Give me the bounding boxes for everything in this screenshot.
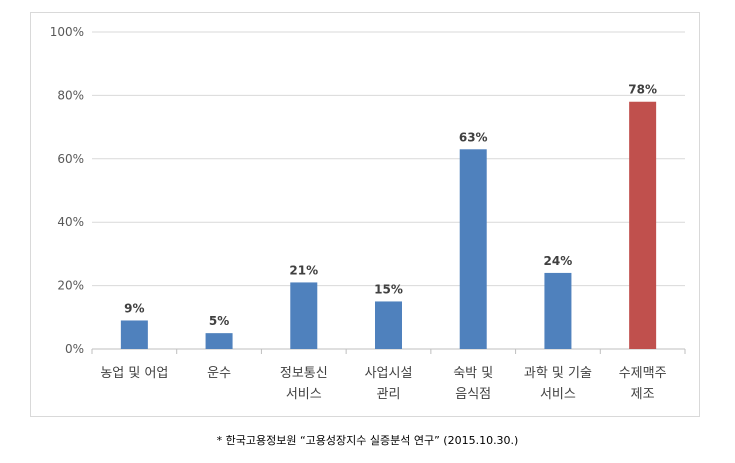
category-label: 농업 및 어업: [100, 366, 168, 381]
bar: [544, 272, 572, 349]
bar: [205, 333, 233, 349]
bar: [629, 101, 657, 350]
data-label: 5%: [209, 314, 229, 328]
data-label: 21%: [289, 263, 318, 277]
bar: [375, 301, 402, 349]
category-label: 운수: [207, 366, 231, 381]
bar-chart: 0% 20% 40% 60% 80% 100% 9% 농업 및 어업 5% 운수 21% 정보통신서비…: [50, 25, 686, 402]
bar: [290, 282, 318, 349]
category-label: 서비스: [540, 387, 576, 402]
y-tick-label: 20%: [57, 279, 84, 293]
y-tick-label: 40%: [57, 215, 84, 229]
y-tick-label: 0%: [65, 342, 84, 356]
category-label: 수제맥주: [619, 366, 667, 381]
y-tick-label: 60%: [57, 152, 84, 166]
y-tick-label: 100%: [50, 25, 84, 39]
category-label: 과학 및 기술: [524, 366, 592, 381]
category-label: 음식점: [455, 387, 491, 402]
data-label: 15%: [374, 282, 403, 296]
data-label: 63%: [459, 130, 488, 144]
category-label: 제조: [631, 387, 655, 402]
category-label: 사업시설: [365, 366, 413, 381]
source-footnote: * 한국고용정보원 “고용성장지수 실증분석 연구” (2015.10.30.): [216, 434, 519, 447]
bar: [459, 149, 487, 349]
category-label: 관리: [377, 387, 401, 402]
data-label: 9%: [124, 301, 144, 315]
category-label: 정보통신: [280, 366, 328, 381]
category-label: 숙박 및: [453, 366, 493, 381]
data-label: 78%: [628, 83, 657, 97]
y-tick-label: 80%: [57, 88, 84, 102]
bar: [120, 320, 148, 349]
category-label: 서비스: [286, 387, 322, 402]
data-label: 24%: [544, 254, 573, 268]
